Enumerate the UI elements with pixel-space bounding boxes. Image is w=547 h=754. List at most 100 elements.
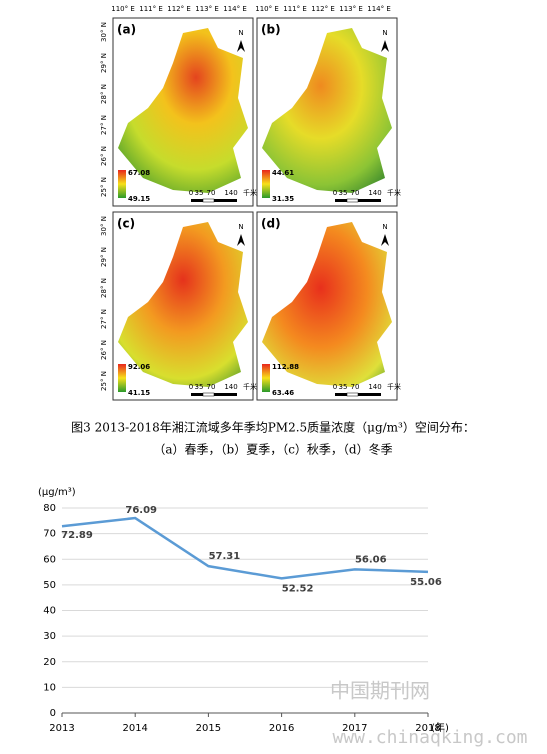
scale-label: 140 <box>224 383 237 391</box>
scale-label: 0 <box>189 383 193 391</box>
scale-bar-seg <box>346 198 359 203</box>
panel-label: (d) <box>261 217 281 231</box>
scale-bar-seg <box>202 392 215 397</box>
lat-tick: 28° N <box>100 278 108 298</box>
scale-label: 140 <box>368 383 381 391</box>
data-label: 57.31 <box>209 551 241 562</box>
watermark: 中国期刊网 <box>330 679 430 703</box>
north-label: N <box>382 223 387 231</box>
line-chart: (μg/m³) (年) 0 10 20 30 40 50 60 70 80 2013 2014 2015 2… <box>38 487 449 734</box>
y-tick-label: 20 <box>43 657 56 668</box>
x-tick-label: 2018 <box>415 723 440 734</box>
lat-tick: 26° N <box>100 340 108 360</box>
scale-label: 140 <box>224 189 237 197</box>
basin-map <box>262 28 392 193</box>
lon-tick: 112° E <box>311 5 335 13</box>
map-panel: (a) N 67.08 49.15 0 35 70 140 千米 <box>112 17 257 207</box>
basin-map <box>262 222 392 387</box>
y-tick-label: 50 <box>43 580 56 591</box>
scale-label: 70 <box>351 189 360 197</box>
scale-label: 35 <box>339 189 348 197</box>
x-tick-label: 2016 <box>269 723 294 734</box>
map-panel: (d) N 112.88 63.46 0 35 70 140 千米 <box>256 211 401 401</box>
x-tick-label: 2017 <box>342 723 367 734</box>
legend-min: 31.35 <box>272 195 294 203</box>
scale-label: 0 <box>333 383 337 391</box>
data-line <box>61 516 429 580</box>
scale-label: 千米 <box>243 188 257 197</box>
lat-tick: 27° N <box>100 115 108 135</box>
scale-label: 35 <box>195 189 204 197</box>
lon-tick: 110° E <box>255 5 279 13</box>
scale-label: 0 <box>189 189 193 197</box>
lat-tick: 30° N <box>100 216 108 236</box>
map-panel: (b) N 44.61 31.35 0 35 70 140 千米 <box>256 17 401 207</box>
caption-line: （a）春季，（b）夏季，（c）秋季，（d）冬季 <box>153 442 392 457</box>
north-label: N <box>382 29 387 37</box>
legend-bar <box>118 364 126 392</box>
caption-line: 图3 2013-2018年湘江流域多年季均PM2.5质量浓度（μg/m³）空间分… <box>71 420 475 435</box>
lon-tick: 111° E <box>283 5 307 13</box>
lat-tick: 27° N <box>100 309 108 329</box>
north-arrow <box>237 40 245 52</box>
y-tick-label: 40 <box>43 606 56 617</box>
legend-max: 67.08 <box>128 169 150 177</box>
x-tick-label: 2015 <box>196 723 221 734</box>
scale-bar-seg <box>346 392 359 397</box>
lat-tick: 28° N <box>100 84 108 104</box>
scale-label: 35 <box>195 383 204 391</box>
lon-tick: 112° E <box>167 5 191 13</box>
y-tick-label: 70 <box>43 529 56 540</box>
map-panel: (c) N 92.06 41.15 0 35 70 140 千米 <box>112 211 257 401</box>
legend-bar <box>262 364 270 392</box>
lon-tick: 114° E <box>367 5 391 13</box>
legend-bar <box>118 170 126 198</box>
north-arrow <box>237 234 245 246</box>
scale-label: 35 <box>339 383 348 391</box>
scale-label: 千米 <box>243 382 257 391</box>
lon-tick: 110° E <box>111 5 135 13</box>
north-arrow <box>381 40 389 52</box>
data-label: 52.52 <box>282 583 314 594</box>
scale-bar-seg <box>202 198 215 203</box>
data-label: 56.06 <box>355 554 387 565</box>
lat-tick: 25° N <box>100 177 108 197</box>
legend-min: 63.46 <box>272 389 294 397</box>
y-tick-label: 10 <box>43 682 56 693</box>
watermark: www.chinaqking.com <box>332 727 527 748</box>
lat-tick: 29° N <box>100 53 108 73</box>
legend-min: 41.15 <box>128 389 150 397</box>
scale-label: 70 <box>207 383 216 391</box>
x-axis-label: (年) <box>431 721 449 734</box>
legend-bar <box>262 170 270 198</box>
scale-label: 70 <box>351 383 360 391</box>
basin-map <box>118 28 248 193</box>
legend-max: 44.61 <box>272 169 294 177</box>
basin-map <box>118 222 248 387</box>
scale-label: 千米 <box>387 382 401 391</box>
lat-tick: 25° N <box>100 371 108 391</box>
scale-label: 70 <box>207 189 216 197</box>
data-label: 55.06 <box>410 577 442 588</box>
data-label: 72.89 <box>61 530 93 541</box>
lon-tick: 113° E <box>195 5 219 13</box>
north-label: N <box>238 29 243 37</box>
lat-tick: 29° N <box>100 247 108 267</box>
y-tick-label: 60 <box>43 554 56 565</box>
panel-label: (c) <box>117 217 135 231</box>
scale-label: 千米 <box>387 188 401 197</box>
x-tick-label: 2014 <box>122 723 147 734</box>
north-label: N <box>238 223 243 231</box>
lon-tick: 114° E <box>223 5 247 13</box>
data-label: 76.09 <box>125 505 157 516</box>
y-tick-label: 0 <box>50 708 56 719</box>
legend-max: 92.06 <box>128 363 150 371</box>
map-figure: 110° E 110° E 111° E 111° E 112° E 112° E 113°… <box>100 5 401 401</box>
lon-tick: 113° E <box>339 5 363 13</box>
north-arrow <box>381 234 389 246</box>
y-axis-label: (μg/m³) <box>38 487 76 498</box>
panel-label: (b) <box>261 23 281 37</box>
lat-tick: 30° N <box>100 22 108 42</box>
y-tick-label: 80 <box>43 503 56 514</box>
